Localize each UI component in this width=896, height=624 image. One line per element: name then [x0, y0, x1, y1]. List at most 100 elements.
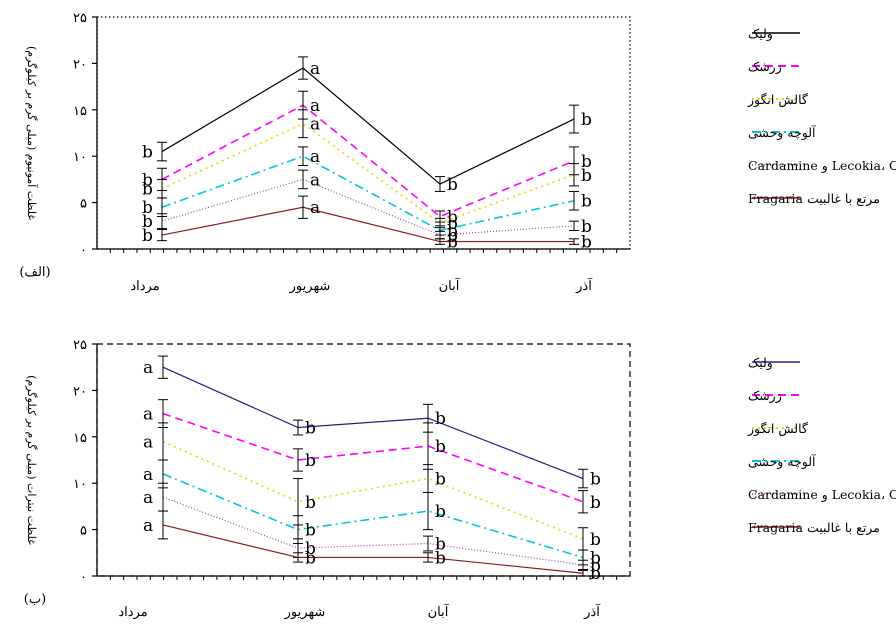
legend-label: گالش انگور [747, 421, 809, 437]
significance-letter: a [310, 115, 320, 135]
significance-letter: b [581, 217, 592, 237]
x-tick-label: آبان [428, 603, 450, 620]
series-line [161, 178, 575, 236]
legend-label: مرتع با غالبیت Fragaria [748, 520, 880, 536]
y-tick-label: ۲۵ [73, 338, 87, 353]
significance-letter: b [142, 198, 153, 218]
significance-letter: b [590, 470, 601, 490]
legend-label: گالش انگور [747, 92, 809, 108]
y-axis-title: غلظت نیترات (میلی گرم بر کیلوگرم) [25, 375, 38, 545]
significance-letter: a [143, 405, 153, 425]
significance-letter: b [447, 175, 458, 195]
x-tick-label: آبان [439, 277, 461, 294]
significance-letter: b [142, 180, 153, 200]
series-line [162, 473, 584, 559]
significance-letter: b [581, 233, 592, 253]
series-6: ab bb [143, 510, 601, 584]
series-line [161, 67, 575, 185]
significance-letter: b [590, 564, 601, 584]
legend-label: مرتع با غالبیت Fragaria [748, 191, 880, 207]
y-tick-label: ۲۰ [73, 384, 87, 399]
legend-label: زرشک [748, 59, 782, 75]
significance-letter: b [435, 437, 446, 457]
series-5: ab bb [143, 482, 601, 576]
chart-panel-1: ۰ ۵ ۱۰ ۱۵ ۲۰ ۲۵ مرداد شهریور آبان آذر غلظت آمونیوم… [19, 11, 896, 294]
significance-letter: b [581, 166, 592, 186]
y-tick-label: ۲۵ [73, 11, 87, 26]
y-tick-label: ۰ [80, 243, 87, 258]
significance-letter: b [435, 502, 446, 522]
significance-letter: b [447, 233, 458, 253]
significance-letter: b [447, 214, 458, 234]
y-tick-label: ۱۰ [73, 150, 87, 165]
significance-letter: b [590, 548, 601, 568]
significance-letter: a [310, 59, 320, 79]
x-tick-label: شهریور [284, 605, 326, 620]
significance-letter: a [310, 198, 320, 218]
x-tick-label: مرداد [130, 279, 159, 294]
plot-border [96, 343, 631, 577]
significance-letter: b [305, 493, 316, 513]
series-line [161, 206, 574, 243]
series-line [162, 412, 584, 503]
significance-letter: b [581, 152, 592, 172]
significance-letter: b [305, 548, 316, 568]
series-5: bab b [142, 169, 592, 246]
significance-letter: b [447, 226, 458, 246]
x-tick-label: شهریور [289, 279, 331, 294]
significance-letter: a [143, 516, 153, 536]
legend-label: ولیک [748, 26, 773, 42]
significance-letter: b [590, 530, 601, 550]
legend-label: زرشک [748, 388, 782, 404]
y-tick-label: ۵ [80, 197, 87, 212]
significance-letter: a [143, 488, 153, 508]
significance-letter: b [435, 535, 446, 555]
y-tick-label: ۱۰ [73, 477, 87, 492]
legend-label: آلوچه وحشی [748, 124, 817, 141]
panel-label: (ب) [24, 592, 46, 607]
series-line [162, 366, 584, 480]
significance-letter: b [590, 493, 601, 513]
significance-letter: b [581, 110, 592, 130]
significance-letter: b [447, 221, 458, 241]
series-line [162, 496, 584, 566]
legend-label: آلوچه وحشی [748, 453, 817, 470]
significance-letter: a [310, 170, 320, 190]
legend-label: مرتع با غالبیت Lecokia، Orchis و Cardami… [748, 487, 896, 503]
series-6: bab b [142, 195, 592, 253]
series-line [161, 104, 575, 218]
series-line [161, 122, 575, 224]
x-tick-label: آذر [575, 277, 593, 294]
significance-letter: a [310, 96, 320, 116]
y-tick-label: ۱۵ [73, 104, 87, 119]
y-tick-label: ۲۰ [73, 57, 87, 72]
significance-letter: b [435, 409, 446, 429]
x-tick-label: آذر [583, 603, 601, 620]
series-line [161, 155, 575, 232]
significance-letter: b [305, 539, 316, 559]
significance-letter: a [310, 147, 320, 167]
y-tick-label: ۰ [80, 570, 87, 585]
significance-letter: a [143, 465, 153, 485]
y-axis-title: غلظت آمونیوم (میلی گرم بر کیلوگرم) [25, 46, 38, 220]
significance-letter: b [305, 521, 316, 541]
significance-letter: a [143, 358, 153, 378]
significance-letter: b [435, 470, 446, 490]
significance-letter: b [581, 192, 592, 212]
legend-label: مرتع با غالبیت Lecokia، Orchis و Cardami… [748, 158, 896, 174]
significance-letter: b [305, 451, 316, 471]
series-line [162, 524, 584, 574]
series-line [162, 440, 584, 540]
significance-letter: b [142, 170, 153, 190]
significance-letter: b [142, 226, 153, 246]
significance-letter: b [305, 419, 316, 439]
significance-letter: b [142, 143, 153, 163]
significance-letter: b [142, 212, 153, 232]
